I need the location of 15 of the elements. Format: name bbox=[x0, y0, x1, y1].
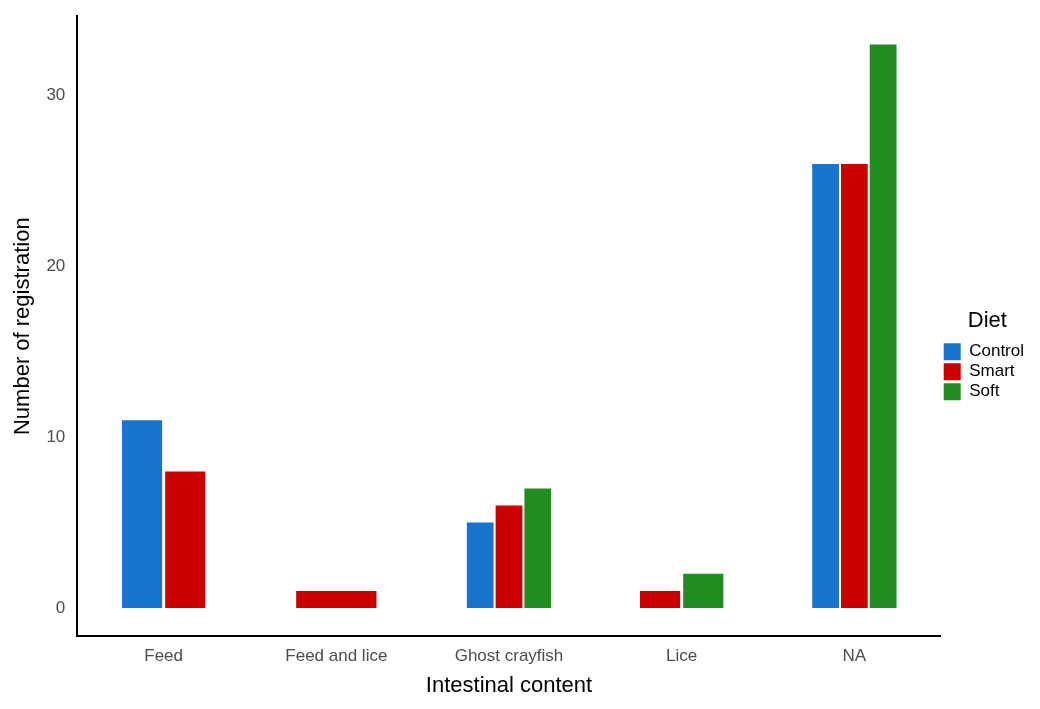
x-tick-label: Ghost crayfish bbox=[454, 646, 564, 666]
x-tick-label: Lice bbox=[666, 646, 698, 666]
x-tick-label: NA bbox=[842, 646, 867, 666]
legend-label: Smart bbox=[969, 361, 1015, 381]
x-axis-title: Intestinal content bbox=[425, 671, 593, 697]
x-tick-label: Feed bbox=[144, 646, 184, 666]
y-tick-label: 30 bbox=[46, 85, 66, 105]
y-tick-label: 20 bbox=[46, 256, 66, 276]
legend-label: Soft bbox=[969, 381, 1000, 401]
y-axis-title: Number of registration bbox=[9, 217, 35, 436]
y-tick-label: 0 bbox=[55, 597, 66, 617]
x-tick-label: Feed and lice bbox=[285, 646, 388, 666]
legend-label: Control bbox=[969, 341, 1025, 361]
legend-title: Diet bbox=[967, 306, 1007, 332]
y-tick-label: 10 bbox=[46, 426, 66, 446]
